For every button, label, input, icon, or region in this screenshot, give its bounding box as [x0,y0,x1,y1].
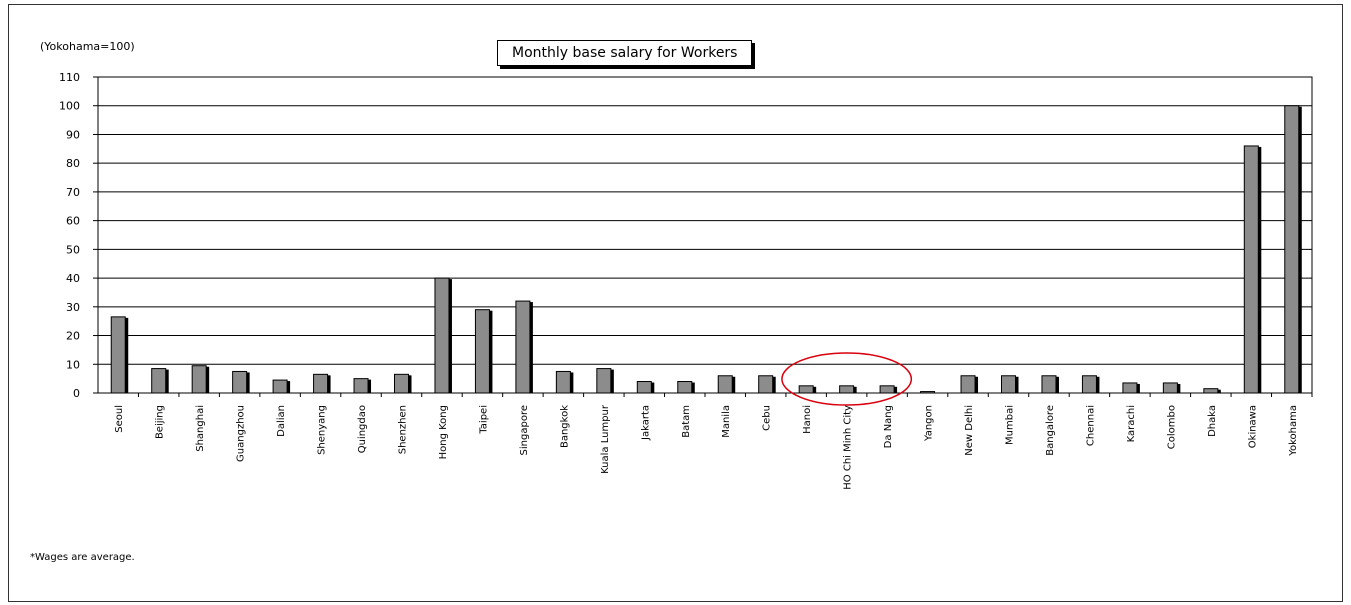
category-label: Quingdao [357,405,368,453]
category-label: Taipei [478,405,489,435]
category-label: Batam [681,405,692,438]
bar [1243,145,1259,394]
bar [1203,388,1219,394]
y-tick-label: 10 [66,358,80,371]
category-label: Cebu [762,405,773,431]
bar [474,309,490,394]
category-label: New Delhi [964,405,975,456]
bar [191,365,207,394]
category-label: Da Nang [883,405,894,448]
category-label: Bangalore [1045,405,1056,456]
y-tick-label: 70 [66,186,80,199]
bar [798,385,814,394]
bar [555,370,571,394]
bar [1284,105,1300,394]
category-label: Singapore [519,405,530,455]
bar [677,381,693,394]
bar [920,391,936,394]
category-label: Dalian [276,405,287,437]
y-tick-label: 90 [66,128,80,141]
unit-note: (Yokohama=100) [40,40,135,53]
category-label: Karachi [1126,405,1137,442]
y-tick-label: 30 [66,301,80,314]
category-label: Seoul [114,405,125,433]
category-label: Hanoi [802,405,813,434]
bar [110,316,126,394]
category-label: HO Chi Minh City [843,405,854,490]
highlight-ellipse [781,352,913,406]
bar [596,368,612,394]
category-label: Shanghai [195,405,206,452]
bar [1081,375,1097,394]
bar [394,373,409,394]
bar [758,375,774,394]
bar [515,300,531,394]
footnote: *Wages are average. [30,552,135,563]
bar [717,375,733,394]
bar [1122,382,1138,394]
category-label: Chennai [1085,405,1096,446]
category-label: Jakarta [640,405,651,441]
y-tick-label: 40 [66,272,80,285]
y-tick-label: 20 [66,330,80,343]
category-label: Colombo [1166,405,1177,449]
category-label: Guangzhou [236,405,247,462]
category-label: Shenyang [317,405,328,455]
bar [1041,375,1057,394]
bar [879,385,895,394]
bar [434,277,450,394]
y-tick-label: 60 [66,215,80,228]
plot-area-border [97,76,1313,394]
category-label: Mumbai [1005,405,1016,445]
chart-frame [8,4,1343,602]
y-tick-label: 0 [73,387,80,400]
bar [636,381,652,394]
bar [839,385,855,394]
bar [272,379,288,394]
bar [232,370,248,394]
category-label: Yokohama [1288,405,1299,457]
category-label: Kuala Lumpur [600,404,611,474]
y-tick-label: 110 [59,71,80,84]
category-label: Yangon [924,405,935,442]
category-label: Okinawa [1247,405,1258,448]
bar [1162,382,1178,394]
y-tick-label: 100 [59,100,80,113]
bar [353,378,369,394]
category-label: Beijing [155,405,166,439]
y-tick-label: 50 [66,243,80,256]
y-tick-label: 80 [66,157,80,170]
category-label: Dhaka [1207,405,1218,437]
category-label: Manila [721,405,732,438]
bar [960,375,976,394]
bar [313,373,329,394]
category-label: Bangkok [559,405,570,448]
chart-title: Monthly base salary for Workers [497,40,753,66]
bar [1001,375,1016,394]
category-label: Hong Kong [438,405,449,459]
bar [151,368,167,394]
category-label: Shenzhen [398,405,409,454]
